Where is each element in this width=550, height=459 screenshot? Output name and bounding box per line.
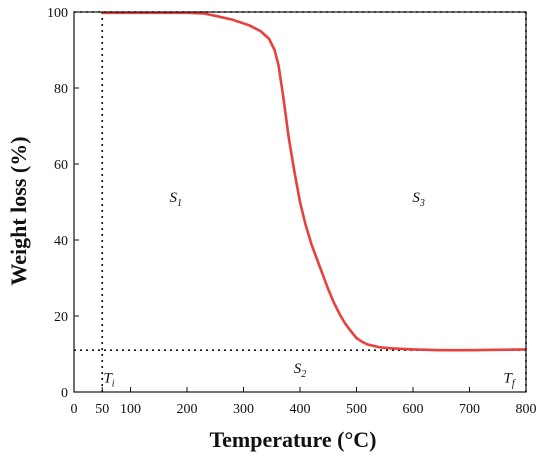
x-tick-label: 600 xyxy=(403,402,424,417)
y-tick-label: 60 xyxy=(54,158,68,173)
region-label: S1 xyxy=(169,190,182,209)
x-tick-label: 50 xyxy=(95,402,109,417)
region-label: Tf xyxy=(503,371,515,390)
series-group xyxy=(102,11,527,352)
region-label: Ti xyxy=(103,371,114,390)
x-tick-label: 200 xyxy=(177,402,198,417)
x-tick-label: 500 xyxy=(346,402,367,417)
region-label: S3 xyxy=(412,190,425,209)
y-tick-label: 100 xyxy=(47,6,68,21)
x-tick-label: 400 xyxy=(290,402,311,417)
region-label: S2 xyxy=(294,361,307,380)
x-axis-title: Temperature (°C) xyxy=(209,427,376,452)
x-tick-label: 100 xyxy=(120,402,141,417)
annotations: S1 S3 S2 Ti Tf xyxy=(103,190,515,390)
y-tick-label: 80 xyxy=(54,82,68,97)
x-tick-label: 0 xyxy=(71,402,78,417)
x-tick-label: 800 xyxy=(516,402,537,417)
series-line xyxy=(102,11,527,352)
tick-labels: 0 50 100 200 300 400 500 600 700 800 0 20 40 60 80 100 xyxy=(47,6,537,417)
x-tick-label: 300 xyxy=(233,402,254,417)
x-tick-label: 700 xyxy=(459,402,480,417)
y-tick-label: 40 xyxy=(54,234,68,249)
plot-frame xyxy=(73,11,527,393)
y-tick-label: 20 xyxy=(54,310,68,325)
y-axis-title: Weight loss (%) xyxy=(6,136,31,285)
y-tick-label: 0 xyxy=(61,386,68,401)
